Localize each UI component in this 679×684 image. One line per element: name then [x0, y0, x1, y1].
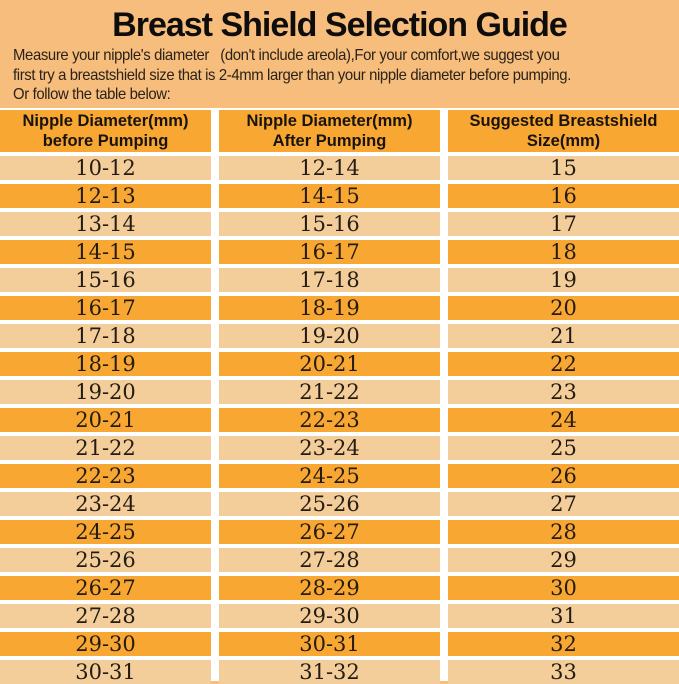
table-cell: 28 — [448, 519, 679, 544]
table-cell: 17-18 — [219, 267, 440, 292]
table-cell: 26 — [448, 463, 679, 488]
column-header-suggested-size: Suggested Breastshield Size(mm) — [448, 109, 679, 152]
table-cell: 21 — [448, 323, 679, 348]
table-cell: 10-12 — [0, 155, 211, 180]
table-cell: 22-23 — [0, 463, 211, 488]
table-cell: 13-14 — [0, 211, 211, 236]
table-cell: 15-16 — [0, 267, 211, 292]
table-cell: 23-24 — [219, 435, 440, 460]
column-header-line: Size(mm) — [526, 131, 601, 150]
intro-line: first try a breastshield size that is 2-… — [13, 66, 571, 84]
table-cell: 31 — [448, 603, 679, 628]
table-cell: 25 — [448, 435, 679, 460]
table-cell: 28-29 — [219, 575, 440, 600]
table-cell: 17-18 — [0, 323, 211, 348]
column-header-line: Nipple Diameter(mm) — [246, 111, 413, 130]
table-cell: 31-32 — [219, 659, 440, 684]
table-cell: 12-13 — [0, 183, 211, 208]
selection-table: Nipple Diameter(mm) before Pumping Nippl… — [0, 107, 679, 684]
table-cell: 16 — [448, 183, 679, 208]
table-cell: 16-17 — [219, 239, 440, 264]
table-cell: 29 — [448, 547, 679, 572]
table-cell: 24 — [448, 407, 679, 432]
table-cell: 24-25 — [0, 519, 211, 544]
table-cell: 30 — [448, 575, 679, 600]
table-cell: 29-30 — [0, 631, 211, 656]
table-cell: 18-19 — [219, 295, 440, 320]
table-cell: 27-28 — [0, 603, 211, 628]
table-cell: 17 — [448, 211, 679, 236]
table-cell: 24-25 — [219, 463, 440, 488]
table-cell: 25-26 — [0, 547, 211, 572]
table-cell: 23-24 — [0, 491, 211, 516]
column-header-line: Nipple Diameter(mm) — [22, 111, 189, 130]
column-header-line: Suggested Breastshield — [469, 111, 658, 130]
table-cell: 15-16 — [219, 211, 440, 236]
table-cell: 26-27 — [219, 519, 440, 544]
table-cell: 30-31 — [219, 631, 440, 656]
table-cell: 19 — [448, 267, 679, 292]
table-cell: 14-15 — [219, 183, 440, 208]
table-cell: 23 — [448, 379, 679, 404]
table-cell: 27 — [448, 491, 679, 516]
table-cell: 21-22 — [219, 379, 440, 404]
table-cell: 22 — [448, 351, 679, 376]
table-cell: 29-30 — [219, 603, 440, 628]
table-cell: 20-21 — [219, 351, 440, 376]
table-cell: 19-20 — [219, 323, 440, 348]
intro-text: Measure your nipple's diameter (don't in… — [0, 45, 631, 105]
column-header-before-pumping: Nipple Diameter(mm) before Pumping — [0, 109, 211, 152]
table-cell: 32 — [448, 631, 679, 656]
table-cell: 18-19 — [0, 351, 211, 376]
column-header-line: before Pumping — [42, 131, 169, 150]
table-cell: 16-17 — [0, 295, 211, 320]
table-cell: 26-27 — [0, 575, 211, 600]
column-header-line: After Pumping — [272, 131, 387, 150]
intro-line: Or follow the table below: — [13, 86, 171, 103]
table-cell: 18 — [448, 239, 679, 264]
table-cell: 14-15 — [0, 239, 211, 264]
table-cell: 19-20 — [0, 379, 211, 404]
table-cell: 22-23 — [219, 407, 440, 432]
table-cell: 20-21 — [0, 407, 211, 432]
table-cell: 21-22 — [0, 435, 211, 460]
table-cell: 12-14 — [219, 155, 440, 180]
table-cell: 15 — [448, 155, 679, 180]
page-title: Breast Shield Selection Guide — [112, 6, 568, 44]
column-header-after-pumping: Nipple Diameter(mm) After Pumping — [219, 109, 440, 152]
intro-line: Measure your nipple's diameter (don't in… — [13, 47, 560, 64]
table-cell: 20 — [448, 295, 679, 320]
table-cell: 33 — [448, 659, 679, 684]
table-cell: 27-28 — [219, 547, 440, 572]
table-cell: 25-26 — [219, 491, 440, 516]
table-cell: 30-31 — [0, 659, 211, 684]
